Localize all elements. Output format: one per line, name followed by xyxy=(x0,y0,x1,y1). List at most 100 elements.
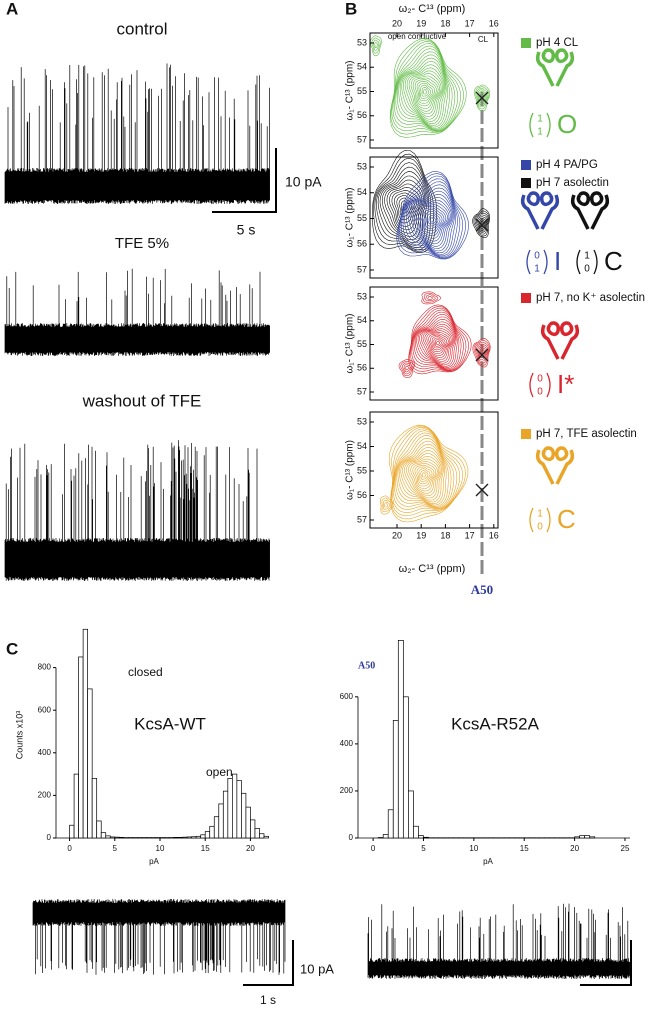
x-tick-label: 19 xyxy=(416,18,426,28)
y-tick-label: 0 xyxy=(349,833,354,842)
y-tick-label: 55 xyxy=(357,86,367,96)
histogram-bar xyxy=(402,696,409,839)
contour xyxy=(477,89,488,106)
y-tick-label: 57 xyxy=(357,514,367,524)
contour xyxy=(414,316,458,369)
channel-icon xyxy=(535,48,575,87)
contour xyxy=(410,460,438,492)
y-tick-label: 55 xyxy=(357,213,367,223)
y-tick-label: 400 xyxy=(38,748,52,757)
current-trace xyxy=(367,903,630,979)
y-tick-label: 56 xyxy=(357,239,367,249)
channel-icon xyxy=(570,191,610,230)
histogram-bar xyxy=(254,828,260,839)
histogram-bar xyxy=(118,837,125,839)
contour xyxy=(412,311,462,370)
axis-label: ω₂- C¹³ (ppm) xyxy=(399,563,466,575)
contour xyxy=(406,70,443,117)
y-tick-label: 54 xyxy=(357,62,367,72)
contour xyxy=(396,195,415,220)
histogram-bar xyxy=(78,656,84,839)
state-top: 1 xyxy=(537,114,543,125)
contour xyxy=(394,432,455,509)
x-tick-label: 15 xyxy=(201,844,210,853)
contour xyxy=(433,337,444,349)
contour xyxy=(409,193,453,250)
contour xyxy=(472,208,491,238)
histogram-bar xyxy=(69,824,75,839)
contour xyxy=(476,214,488,233)
legend-swatch xyxy=(521,38,531,48)
contour xyxy=(431,336,446,351)
x-tick-label: 17 xyxy=(465,18,475,28)
histogram-bar xyxy=(408,790,414,839)
contour xyxy=(397,173,466,259)
contour xyxy=(370,35,382,57)
histogram-bar xyxy=(241,792,247,839)
contour xyxy=(392,430,458,510)
chart-title: KcsA-R52A xyxy=(451,714,540,733)
histogram-bar xyxy=(204,831,211,839)
scale-bar xyxy=(243,940,294,986)
state-top: 1 xyxy=(537,509,543,520)
histogram-bar xyxy=(173,837,179,839)
x-tick-label: 20 xyxy=(570,844,579,853)
contour xyxy=(404,453,442,499)
contour xyxy=(416,80,435,104)
y-tick-label: 56 xyxy=(357,110,367,120)
contour xyxy=(371,149,437,253)
trace-label: TFE 5% xyxy=(115,235,169,252)
annotation: open conductive xyxy=(388,32,447,41)
x-tick-label: 18 xyxy=(440,530,450,540)
contour xyxy=(420,470,429,480)
contour xyxy=(474,341,489,364)
trace-label: control xyxy=(116,19,167,38)
state-bracket xyxy=(529,112,551,138)
histogram-bar xyxy=(231,773,238,839)
scale-bar xyxy=(212,148,277,213)
legend-swatch xyxy=(521,160,531,170)
current-trace xyxy=(4,63,270,204)
contour xyxy=(402,181,458,257)
contour xyxy=(392,428,461,514)
histogram-bar xyxy=(584,835,591,839)
state-symbol: O xyxy=(557,109,577,139)
channel-icon xyxy=(535,446,575,485)
histogram-bar xyxy=(96,820,102,839)
panel-label: B xyxy=(345,0,357,18)
state-bottom: 0 xyxy=(584,264,590,275)
panel-label: A xyxy=(6,0,18,18)
contour xyxy=(404,67,444,120)
contour xyxy=(390,39,464,135)
contour xyxy=(408,304,472,375)
scale-label: 5 s xyxy=(237,222,256,238)
contour xyxy=(386,183,423,234)
x-tick-label: 19 xyxy=(416,530,426,540)
y-tick-label: 54 xyxy=(357,315,367,325)
contour xyxy=(374,157,432,251)
contour xyxy=(381,497,392,513)
histogram-bar xyxy=(213,816,220,839)
panel-label: C xyxy=(6,639,18,658)
x-tick-label: 17 xyxy=(465,530,475,540)
y-tick-label: 53 xyxy=(357,161,367,171)
contour xyxy=(435,339,442,347)
contour xyxy=(412,463,437,489)
contour xyxy=(411,196,452,247)
contour xyxy=(399,57,447,126)
contour xyxy=(424,330,452,358)
contour xyxy=(419,206,447,237)
x-axis-label: pA xyxy=(483,857,493,866)
histogram-bar xyxy=(177,837,183,839)
contour xyxy=(373,153,434,252)
histogram-bar xyxy=(259,833,265,839)
histogram-bar xyxy=(186,836,193,839)
contour xyxy=(393,45,456,131)
annotation: CL xyxy=(478,35,489,44)
contour xyxy=(398,359,415,378)
histogram-bar xyxy=(218,803,224,839)
contour xyxy=(413,313,460,370)
annotation: open xyxy=(206,765,233,779)
histogram-bar xyxy=(222,790,229,839)
